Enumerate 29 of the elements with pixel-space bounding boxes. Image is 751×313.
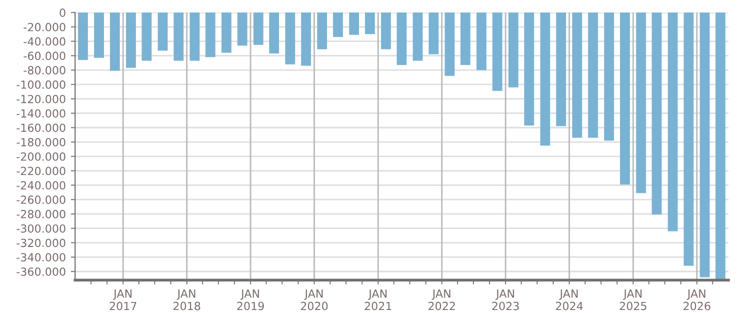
x-tick-label: JAN 2024 <box>556 290 583 310</box>
x-tick-label: JAN 2018 <box>173 290 200 310</box>
y-tick-label: -300.000 <box>16 224 66 233</box>
y-tick-label: -180.000 <box>16 138 66 146</box>
y-tick-label: -220.000 <box>16 166 66 176</box>
y-tick-label: -340.000 <box>16 253 66 262</box>
x-tick-label: JAN 2026 <box>684 290 710 310</box>
y-tick-label: -260.000 <box>16 196 66 204</box>
x-tick-label: JAN 2020 <box>300 290 328 310</box>
y-tick-label: -280.000 <box>16 210 66 218</box>
x-tick-label: JAN 2022 <box>428 290 455 310</box>
x-tick-label: JAN 2023 <box>492 290 519 310</box>
y-tick-label: -240.000 <box>16 181 66 190</box>
y-tick-label: -80.000 <box>24 66 66 74</box>
y-tick-label: -40.000 <box>24 37 66 46</box>
y-tick-label: -200.000 <box>16 152 66 161</box>
y-tick-label: -20.000 <box>24 22 66 32</box>
y-tick-label: -320.000 <box>16 238 66 248</box>
y-tick-label: -120.000 <box>16 94 66 104</box>
y-tick-label: -360.000 <box>16 267 66 276</box>
x-tick-label: JAN 2025 <box>620 290 646 310</box>
x-tick-label: JAN 2019 <box>237 290 264 310</box>
y-tick-label: -60.000 <box>24 52 66 60</box>
y-tick-label: 0 <box>60 8 66 17</box>
x-tick-label: JAN 2021 <box>364 290 392 310</box>
x-tick-label: JAN 2017 <box>110 290 136 310</box>
y-tick-label: -100.000 <box>16 80 66 89</box>
y-tick-label: -140.000 <box>16 109 66 118</box>
y-tick-label: -160.000 <box>16 124 66 132</box>
